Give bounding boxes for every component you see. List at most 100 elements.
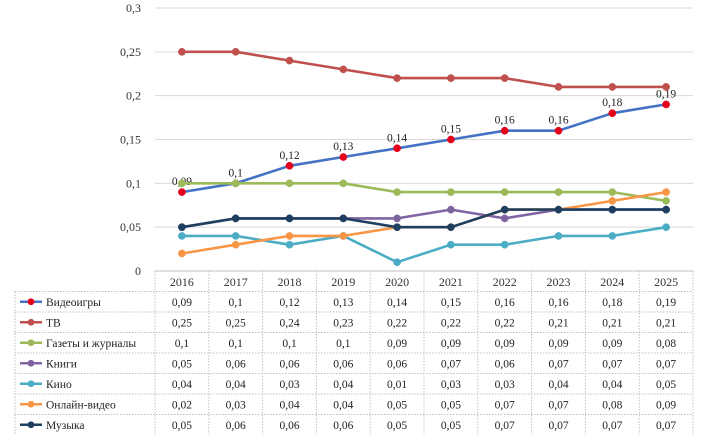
table-cell: 0,05 [172,420,192,432]
data-point [447,205,455,214]
series-6 [178,205,670,232]
table-cell: 0,06 [279,358,299,370]
table-row: Музыка 0,05 0,06 0,06 0,06 0,05 0,05 0,07 0,07 0,… [20,420,676,432]
x-tick-label: 2020 [385,275,409,289]
table-cell: 0,07 [656,358,676,370]
table-cell: 0,06 [279,420,299,432]
table-cell: 0,05 [387,420,407,432]
data-point [500,74,509,82]
table-cell: 0,04 [602,379,622,391]
x-tick-label: 2017 [224,275,248,289]
table-cell: 0,03 [279,379,299,391]
table-cell: 0,25 [226,317,246,329]
data-point [393,188,401,196]
table-cell: 0,04 [279,399,299,411]
series-4 [178,223,670,267]
table-cell: 0,08 [656,338,676,350]
table-cell: 0,21 [656,317,676,329]
data-point [554,188,563,196]
series-2 [178,179,670,205]
table-cell: 0,02 [172,399,192,411]
table-cell: 0,14 [387,297,407,309]
data-label: 0,12 [279,150,299,162]
data-point [447,188,455,196]
data-point [500,126,509,135]
data-point [554,232,563,240]
data-point [662,205,670,214]
table-cell: 0,06 [226,420,246,432]
data-point [662,188,670,196]
data-label: 0,19 [656,88,676,100]
x-tick-label: 2021 [439,275,463,289]
data-point [447,74,455,82]
data-point [500,188,509,196]
table-cell: 0,01 [387,379,407,391]
series-line [181,208,667,229]
table-row: Онлайн-видео 0,02 0,03 0,04 0,04 0,05 0,05 0,07… [20,399,676,411]
data-table: 2016 2017 2018 2019 2020 2021 2022 2023 2024 2025… [14,270,694,434]
data-point [393,214,401,223]
table-cell: 0,07 [441,358,461,370]
legend-key-marker [27,318,35,326]
table-cell: 0,07 [495,399,515,411]
legend-key-marker [27,400,35,408]
legend-entry: ТВ [46,317,61,329]
data-point [339,179,348,188]
table-cell: 0,21 [602,317,622,329]
y-tick-label: 0,3 [126,1,141,15]
table-cell: 0,06 [333,420,353,432]
table-cell: 0,22 [441,317,461,329]
legend-key-marker [27,339,35,347]
x-tick-label: 2018 [278,275,302,289]
data-point [285,214,294,223]
legend-entry: Кино [46,379,72,391]
table-cell: 0,07 [656,420,676,432]
y-tick-label: 0,25 [120,45,141,59]
data-point [339,232,348,240]
series-line [181,103,667,194]
data-label: 0,16 [495,115,515,127]
data-point [447,223,455,232]
legend-key-marker [27,359,35,367]
data-point [662,100,670,109]
table-cell: 0,22 [495,317,515,329]
data-label: 0,1 [229,167,244,179]
table-cell: 0,03 [495,379,515,391]
data-point [178,232,186,240]
table-cell: 0,04 [226,379,246,391]
data-point [178,47,186,56]
table-cell: 0,07 [548,420,568,432]
data-point [231,214,240,223]
data-point [178,249,186,258]
table-cell: 0,16 [495,297,515,309]
x-tick-label: 2023 [547,275,571,289]
table-cell: 0,09 [387,338,407,350]
table-cell: 0,04 [333,399,353,411]
table-cell: 0,25 [172,317,192,329]
series-5 [178,188,670,258]
table-cell: 0,09 [172,297,192,309]
table-cell: 0,09 [602,338,622,350]
data-point [608,205,617,214]
legend-entry: Газеты и журналы [46,338,136,350]
data-label: 0,13 [333,141,353,153]
table-cell: 0,07 [548,358,568,370]
legend-entry: Видеоигры [46,297,101,309]
x-tick-label: 2024 [600,275,624,289]
series-line [181,50,667,89]
table-cell: 0,12 [279,297,299,309]
table-cell: 0,05 [656,379,676,391]
data-point [393,144,401,153]
table-cell: 0,16 [548,297,568,309]
y-tick-label: 0,05 [120,220,141,234]
data-point [285,56,294,65]
table-cell: 0,24 [279,317,299,329]
table-cell: 0,04 [333,379,353,391]
table-cell: 0,05 [441,399,461,411]
legend-entry: Музыка [46,420,84,432]
table-cell: 0,09 [548,338,568,350]
y-tick-label: 0,1 [126,176,141,190]
table-row: Газеты и журналы 0,1 0,1 0,1 0,1 0,09 0,09 0,09… [20,338,676,350]
data-point [393,74,401,82]
